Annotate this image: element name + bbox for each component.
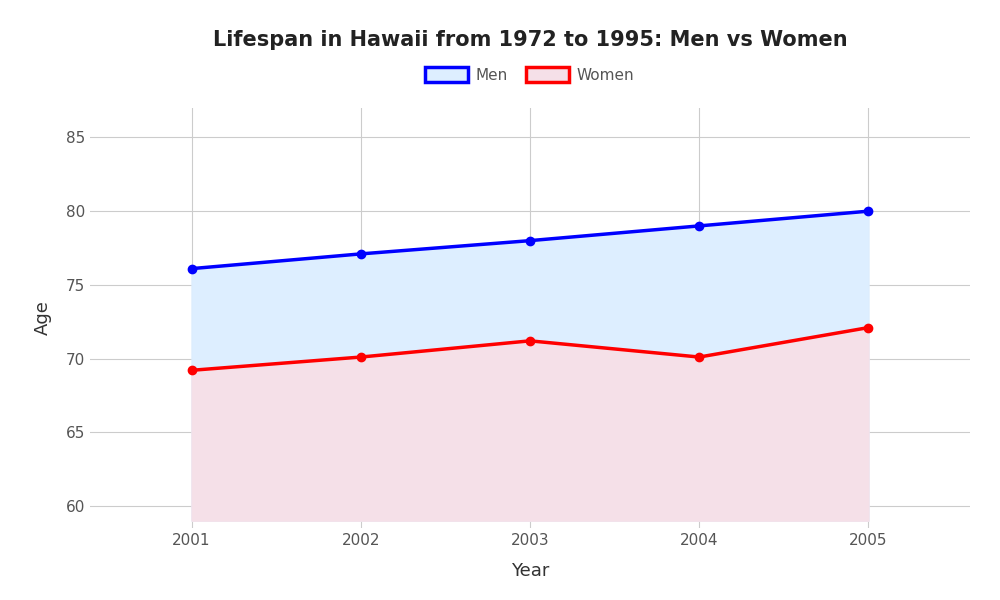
Men: [524, 237, 536, 244]
Line: Men: Men: [187, 207, 873, 273]
X-axis label: Year: Year: [511, 562, 549, 580]
Women: [355, 353, 367, 361]
Y-axis label: Age: Age: [34, 301, 52, 335]
Legend: Men, Women: Men, Women: [419, 61, 641, 89]
Women: [862, 324, 874, 331]
Men: [186, 265, 198, 272]
Men: [355, 250, 367, 257]
Line: Women: Women: [187, 323, 873, 374]
Title: Lifespan in Hawaii from 1972 to 1995: Men vs Women: Lifespan in Hawaii from 1972 to 1995: Me…: [213, 29, 847, 49]
Women: [186, 367, 198, 374]
Women: [693, 353, 705, 361]
Women: [524, 337, 536, 344]
Men: [693, 222, 705, 229]
Men: [862, 208, 874, 215]
